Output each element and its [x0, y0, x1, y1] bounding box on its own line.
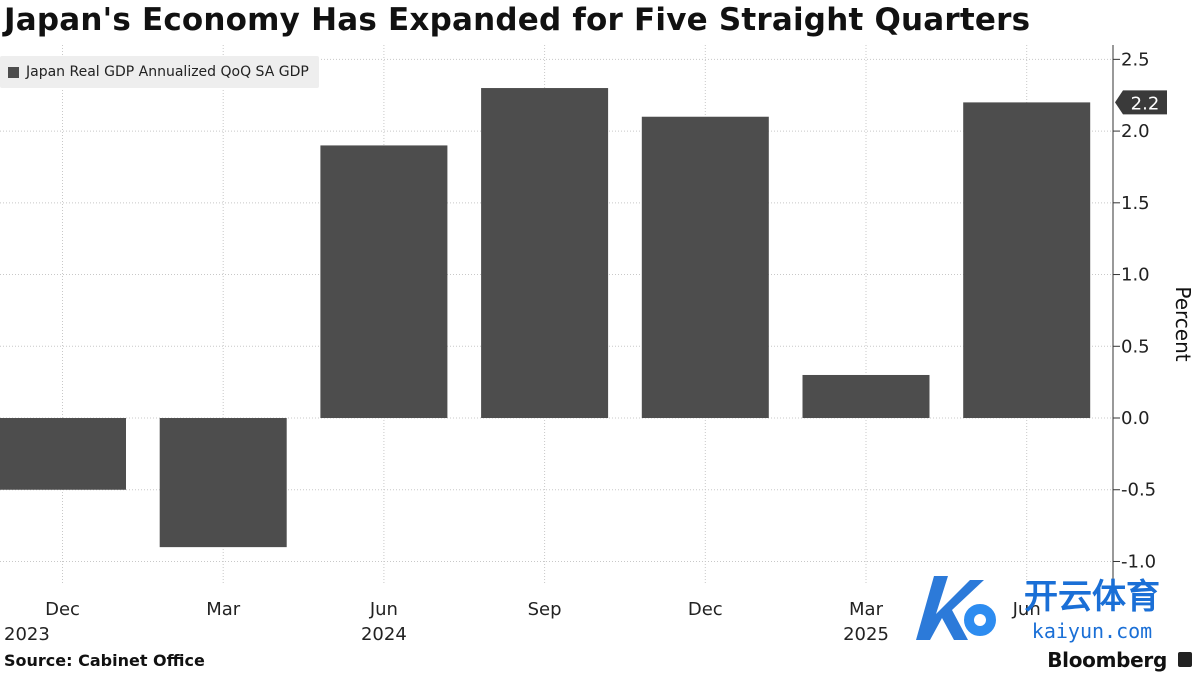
- last-value-label: 2.2: [1131, 93, 1160, 114]
- x-tick-label-year: 2024: [361, 624, 407, 645]
- bloomberg-terminal-icon: [1178, 652, 1192, 667]
- bar-jun-2025: [963, 102, 1091, 419]
- x-tick-label-year: 2025: [843, 624, 889, 645]
- watermark-name: 开云体育: [1024, 577, 1160, 617]
- y-tick-label: -1.0: [1121, 551, 1156, 572]
- x-tick-label-month: Jun: [1012, 599, 1041, 620]
- x-axis: Dec 2023 Mar Jun 2024 Sep Dec Mar 2025 Jun: [4, 599, 1041, 645]
- bar-dec-2024: [641, 116, 769, 419]
- x-tick-label-month: Mar: [849, 599, 884, 620]
- kaiyun-watermark: 开云体育 kaiyun.com: [916, 576, 1160, 643]
- bar-dec-2023: [0, 418, 126, 490]
- bar-mar-2025: [802, 374, 930, 419]
- watermark-k-logo-icon: [916, 576, 984, 640]
- x-tick-label-month: Dec: [45, 599, 80, 620]
- y-tick-label: 0.5: [1121, 336, 1150, 357]
- source-note: Source: Cabinet Office: [4, 651, 205, 670]
- legend: Japan Real GDP Annualized QoQ SA GDP: [0, 56, 319, 88]
- watermark-site: kaiyun.com: [1032, 619, 1152, 643]
- chart-title: Japan's Economy Has Expanded for Five St…: [4, 2, 1031, 38]
- x-tick-label-month: Dec: [688, 599, 723, 620]
- x-tick-label-month: Jun: [369, 599, 398, 620]
- bars: [0, 88, 1091, 548]
- x-tick-label-year: 2023: [4, 624, 50, 645]
- y-tick-label: -0.5: [1121, 480, 1156, 501]
- y-axis-label: Percent: [1171, 286, 1195, 361]
- x-tick-label-month: Mar: [206, 599, 241, 620]
- bar-sep-2024: [481, 88, 609, 419]
- bar-mar-2024: [159, 418, 287, 548]
- y-tick-label: 2.0: [1121, 121, 1150, 142]
- y-tick-label: 0.0: [1121, 408, 1150, 429]
- bar-jun-2024: [320, 145, 448, 419]
- y-tick-label: 2.5: [1121, 49, 1150, 70]
- y-tick-label: 1.0: [1121, 265, 1150, 286]
- y-axis: -1.0 -0.5 0.0 0.5 1.0 1.5 2.0 2.5 2.2: [1112, 45, 1167, 583]
- bloomberg-logo: Bloomberg: [1047, 648, 1167, 672]
- x-tick-label-month: Sep: [528, 599, 562, 620]
- y-tick-label: 1.5: [1121, 193, 1150, 214]
- legend-swatch: [8, 66, 19, 78]
- legend-label: Japan Real GDP Annualized QoQ SA GDP: [26, 64, 309, 80]
- last-value-badge: [1115, 90, 1167, 115]
